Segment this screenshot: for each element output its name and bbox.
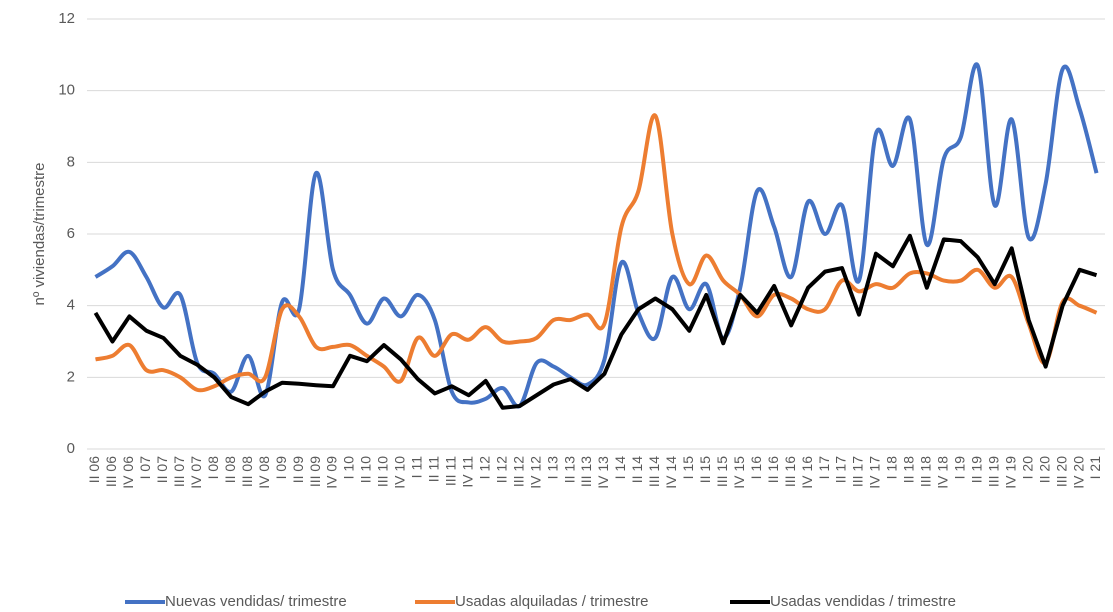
x-tick-label: IV 14 [663,456,679,489]
x-tick-label: IV 18 [935,456,951,489]
x-tick-label: III 12 [510,456,526,487]
x-tick-label: II 15 [697,456,713,483]
legend-label: Usadas alquiladas / trimestre [455,593,648,610]
x-tick-label: III 17 [850,456,866,487]
x-tick-label: II 13 [561,456,577,483]
x-tick-label: II 09 [290,456,306,483]
x-tick-label: I 11 [409,456,425,479]
x-tick-label: I 08 [205,456,221,480]
x-tick-label: I 17 [816,456,832,480]
y-tick-label: 10 [58,82,75,99]
x-tick-label: III 19 [985,456,1001,487]
y-tick-label: 8 [67,153,75,170]
x-tick-label: II 19 [968,456,984,483]
x-tick-label: IV 09 [324,456,340,489]
x-tick-label: II 17 [833,456,849,483]
series-line [95,113,1098,393]
x-tick-label: I 13 [544,456,560,480]
x-tick-label: III 18 [918,456,934,487]
x-tick-label: III 10 [375,456,391,487]
x-tick-label: I 15 [680,456,696,480]
x-tick-label: IV 17 [867,456,883,489]
x-tick-label: IV 19 [1002,456,1018,489]
x-tick-label: II 06 [86,456,102,483]
x-tick-label: II 10 [358,456,374,483]
x-tick-label: I 19 [951,456,967,480]
x-tick-label: I 10 [341,456,357,480]
x-tick-label: I 07 [137,456,153,480]
x-tick-label: I 18 [884,456,900,480]
x-tick-label: IV 20 [1070,456,1086,489]
x-tick-label: IV 15 [731,456,747,489]
y-tick-label: 12 [58,10,75,27]
x-tick-label: III 09 [307,456,323,487]
x-tick-label: I 20 [1019,456,1035,480]
x-tick-label: II 14 [629,456,645,483]
y-tick-label: 4 [67,297,75,314]
y-axis-title: nº viviendas/trimestre [31,162,48,305]
x-tick-label: IV 12 [527,456,543,489]
series-line [93,233,1098,410]
x-tick-label: II 20 [1036,456,1052,483]
x-tick-label: II 12 [493,456,509,483]
x-tick-label: IV 13 [595,456,611,489]
x-tick-label: I 12 [476,456,492,480]
x-tick-label: III 11 [442,456,458,486]
x-tick-label: III 14 [646,456,662,487]
x-tick-label: III 07 [171,456,187,487]
x-tick-label: I 16 [748,456,764,480]
x-tick-label: I 09 [273,456,289,480]
x-tick-label: IV 06 [120,456,136,489]
y-tick-label: 2 [67,368,75,385]
x-tick-label: II 11 [426,456,442,482]
x-tick-label: IV 16 [799,456,815,489]
x-tick-label: I 21 [1087,456,1103,480]
x-tick-label: IV 07 [188,456,204,489]
x-tick-label: II 18 [901,456,917,483]
x-tick-label: III 20 [1053,456,1069,487]
x-tick-label: III 15 [714,456,730,487]
legend-label: Nuevas vendidas/ trimestre [165,593,347,610]
x-tick-label: II 08 [222,456,238,483]
x-tick-label: I 14 [612,456,628,480]
x-tick-label: III 08 [239,456,255,487]
series-line [94,62,1099,409]
x-tick-label: IV 08 [256,456,272,489]
x-tick-label: II 16 [765,456,781,483]
x-tick-label: III 06 [103,456,119,487]
legend-label: Usadas vendidas / trimestre [770,593,956,610]
y-tick-label: 6 [67,225,75,242]
x-tick-label: IV 10 [392,456,408,489]
x-tick-label: IV 11 [459,456,475,488]
y-tick-label: 0 [67,440,75,457]
x-tick-label: III 13 [578,456,594,487]
x-tick-label: III 16 [782,456,798,487]
x-tick-label: II 07 [154,456,170,483]
